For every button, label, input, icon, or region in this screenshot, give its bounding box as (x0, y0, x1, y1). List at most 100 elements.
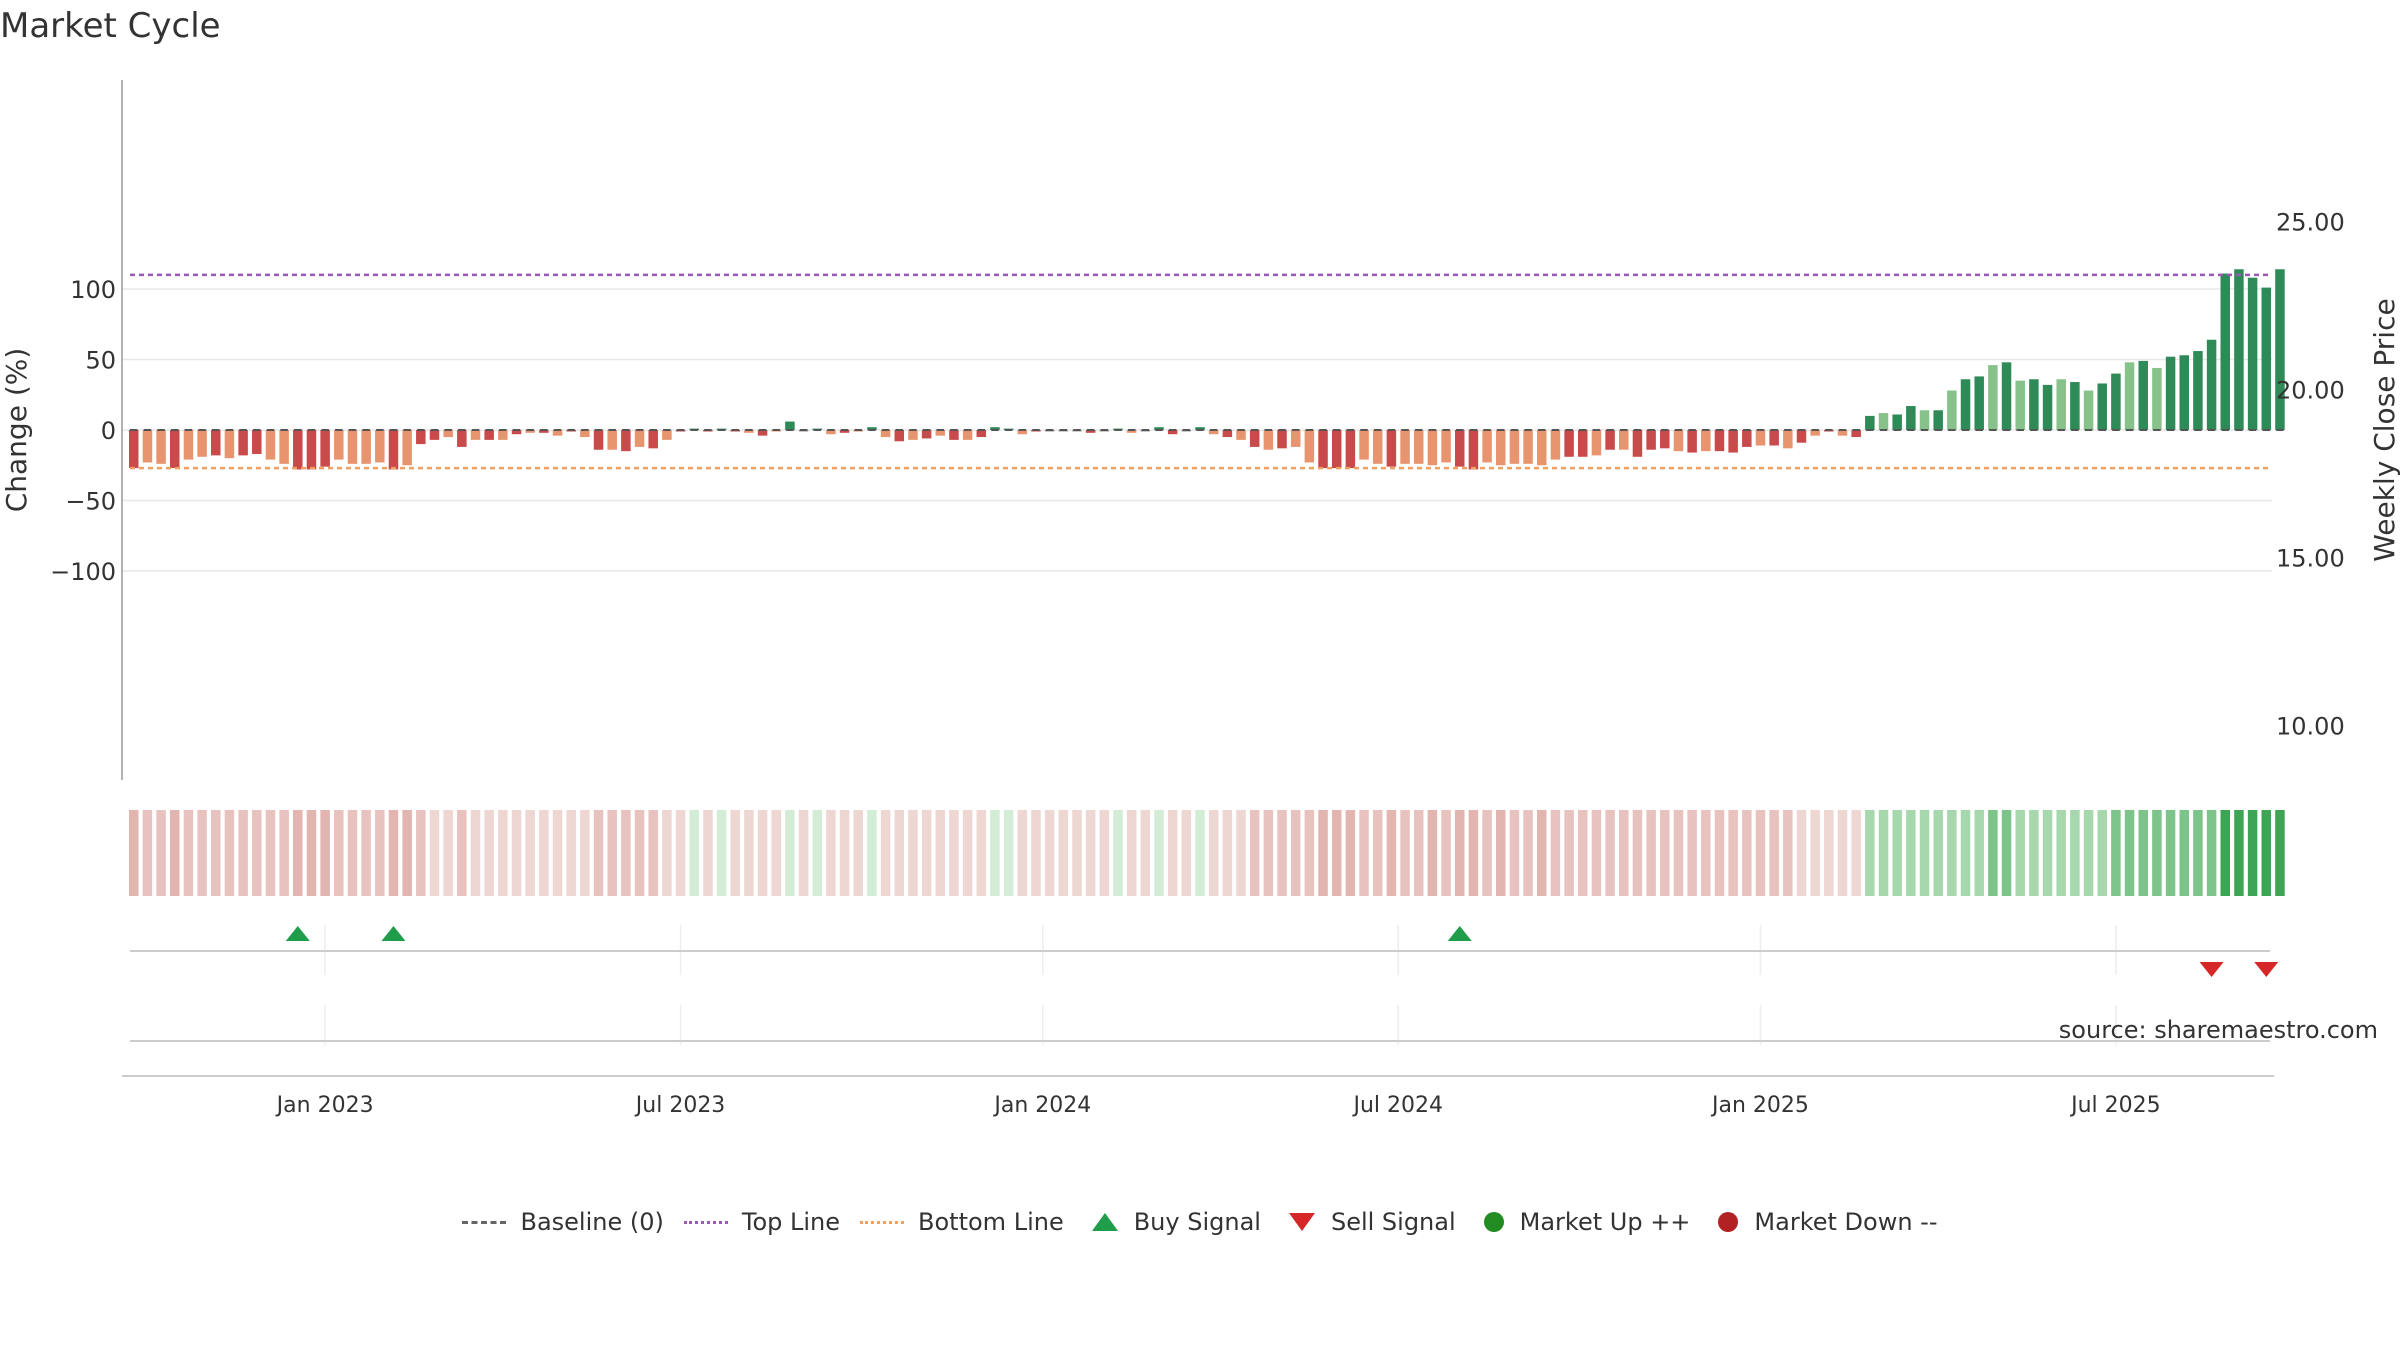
heat-cell (1441, 810, 1451, 896)
bar (402, 430, 412, 466)
bar (2179, 355, 2189, 430)
heat-cell (1960, 810, 1971, 896)
bar (183, 430, 194, 460)
bar (1701, 430, 1711, 452)
y2-tick-label: 25.00 (2276, 209, 2345, 237)
heat-cell (525, 810, 535, 896)
chart: 100 50 0 −50 −100 25.00 20.00 15.00 10.00 Change … (0, 80, 2400, 1118)
heat-cell (2152, 810, 2162, 896)
heat-cell (1249, 810, 1260, 896)
bar (1892, 414, 1902, 430)
bar (1413, 430, 1424, 464)
bar (1960, 379, 1971, 430)
bar (826, 430, 836, 435)
legend-label: Buy Signal (1133, 1208, 1261, 1236)
bar (2001, 362, 2012, 430)
heat-cell (388, 810, 399, 896)
heat-cell (1906, 810, 1916, 896)
bar (388, 430, 399, 470)
bar (1318, 430, 1328, 469)
bar (2220, 273, 2231, 430)
bar (1865, 415, 1875, 430)
bar (429, 430, 440, 440)
legend-dash-icon (462, 1220, 507, 1224)
heat-cell (744, 810, 754, 896)
heat-cell (853, 810, 864, 896)
bar (142, 430, 153, 463)
bar (416, 430, 426, 445)
bar (129, 430, 139, 469)
heat-cell (757, 810, 768, 896)
bar (1906, 406, 1916, 430)
bar (252, 430, 262, 454)
bar (1578, 430, 1588, 457)
heat-cell (566, 810, 576, 896)
legend-item: Baseline (0) (462, 1208, 664, 1236)
y-tick-label: −50 (65, 488, 116, 516)
heat-cell (2247, 810, 2258, 896)
heat-cell (1673, 810, 1684, 896)
bar (1222, 430, 1233, 438)
bar (1591, 430, 1602, 456)
y2-axis-label: Weekly Close Price (2368, 298, 2400, 561)
bar (1017, 430, 1028, 435)
x-tick-label: Jan 2025 (1710, 1093, 1809, 1118)
bar (1632, 430, 1643, 457)
buy-signal-marker (285, 926, 310, 941)
heat-cell (511, 810, 522, 896)
bar (2193, 351, 2203, 430)
bar (1400, 430, 1410, 464)
heat-cell (1044, 810, 1055, 896)
heat-cell (730, 810, 740, 896)
heat-cell (2179, 810, 2189, 896)
heat-cell (1222, 810, 1233, 896)
bar (1427, 430, 1438, 466)
bar (1126, 430, 1137, 433)
heat-cell (1126, 810, 1137, 896)
bar (279, 430, 289, 464)
bar (1714, 430, 1725, 452)
y-tick-label: −100 (50, 558, 116, 586)
heat-cell (1865, 810, 1875, 896)
heat-cell (2138, 810, 2148, 896)
heat-cell (607, 810, 617, 896)
bar (1167, 430, 1178, 435)
heat-cell (306, 810, 317, 896)
legend-label: Bottom Line (918, 1208, 1064, 1236)
heat-cell (2220, 810, 2231, 896)
bar (2097, 383, 2107, 430)
heat-cell (867, 810, 877, 896)
heat-cell (921, 810, 932, 896)
bar (539, 430, 549, 433)
legend-item: Buy Signal (1084, 1208, 1261, 1236)
legend-label: Top Line (741, 1208, 841, 1236)
heat-cell (1537, 810, 1547, 896)
heat-cell (2234, 810, 2244, 896)
bar (1947, 390, 1957, 430)
page-title: Market Cycle (0, 6, 221, 46)
heat-cell (1851, 810, 1861, 896)
bar (962, 430, 973, 440)
bar (1454, 430, 1465, 467)
bar (1482, 430, 1492, 463)
bar (2056, 379, 2066, 430)
bar (621, 430, 631, 452)
bar (1208, 430, 1219, 435)
legend-item: Sell Signal (1281, 1208, 1456, 1236)
heat-cell (1359, 810, 1369, 896)
heat-cell (443, 810, 453, 896)
heat-cell (1003, 810, 1014, 896)
buy-signal-marker (1447, 926, 1472, 941)
heat-cell (2275, 810, 2285, 896)
bar (1154, 427, 1164, 430)
bar (1933, 410, 1943, 430)
bar (457, 430, 467, 447)
x-tick-label: Jan 2023 (275, 1093, 374, 1118)
bar (265, 430, 276, 460)
bar (2138, 360, 2148, 430)
bar (1290, 430, 1301, 447)
signal-panel (122, 926, 2279, 1077)
heat-cell (1331, 810, 1342, 896)
heat-cell (812, 810, 822, 896)
bar (156, 430, 166, 464)
